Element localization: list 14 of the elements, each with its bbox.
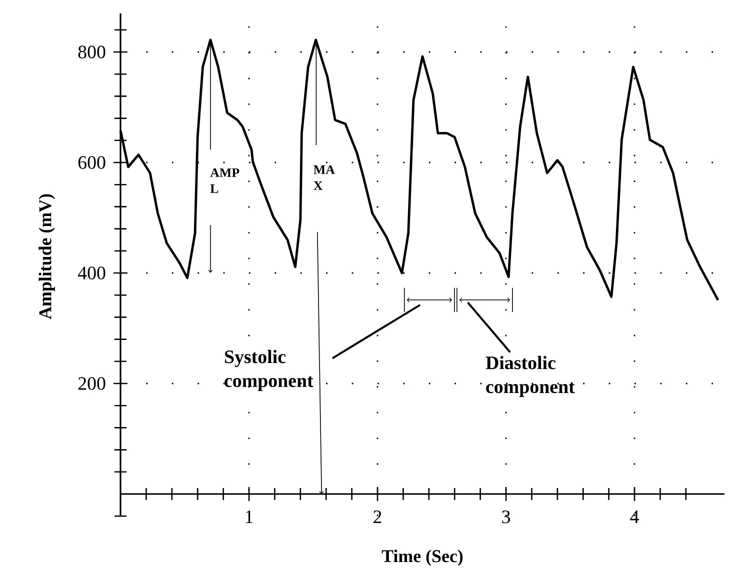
y-tick-label: 200 — [78, 377, 106, 390]
y-tick-label: 400 — [78, 266, 106, 280]
x-axis-title: Time (Sec) — [382, 550, 463, 566]
y-axis-title: Amplitude (mV) — [38, 194, 55, 320]
x-tick-label: 1 — [246, 510, 253, 524]
y-tick-label: 600 — [78, 156, 106, 169]
x-tick-label: 2 — [374, 510, 382, 524]
x-tick-label: 4 — [630, 510, 639, 523]
annotation: Systolic component — [224, 350, 314, 391]
y-tick-label: 800 — [78, 46, 106, 58]
annotation: Diastolic component — [486, 356, 575, 397]
annotation: AMP L — [210, 168, 240, 193]
x-tick-label: 3 — [502, 510, 510, 524]
annotation: MA X — [314, 165, 335, 190]
